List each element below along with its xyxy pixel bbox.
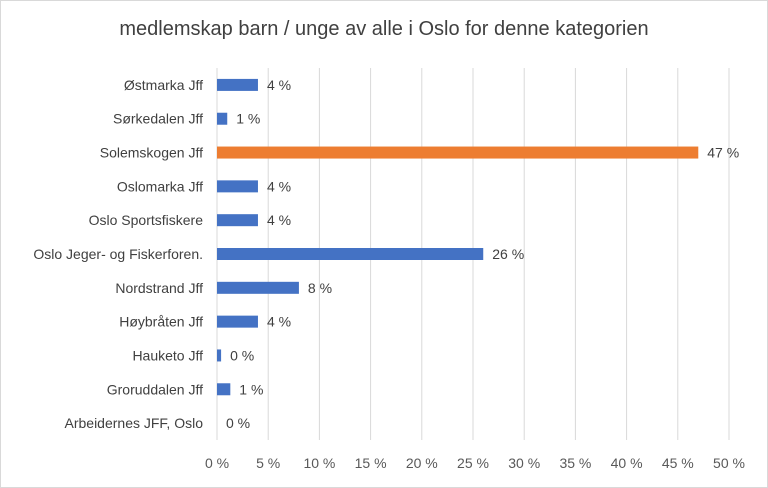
category-label: Hauketo Jff bbox=[132, 347, 203, 363]
data-label: 0 % bbox=[230, 347, 254, 363]
data-label: 47 % bbox=[707, 145, 739, 161]
data-label: 0 % bbox=[226, 415, 250, 431]
bar bbox=[217, 79, 258, 91]
x-tick-label: 0 % bbox=[205, 455, 229, 471]
category-label: Sørkedalen Jff bbox=[113, 111, 203, 127]
bar bbox=[217, 282, 299, 294]
bar bbox=[217, 316, 258, 328]
bar bbox=[217, 349, 221, 361]
category-label: Høybråten Jff bbox=[119, 314, 203, 330]
data-label: 1 % bbox=[236, 111, 260, 127]
category-label: Oslo Sportsfiskere bbox=[89, 212, 204, 228]
x-tick-label: 45 % bbox=[662, 455, 694, 471]
labels: 0 % 5 % 10 % 15 % 20 % 25 % 30 % 35 % 40 % 45 % 50… bbox=[33, 77, 745, 471]
x-tick-label: 15 % bbox=[355, 455, 387, 471]
bar-chart: 0 % 5 % 10 % 15 % 20 % 25 % 30 % 35 % 40 % 45 % 50… bbox=[0, 0, 768, 488]
x-tick-label: 50 % bbox=[713, 455, 745, 471]
data-label: 4 % bbox=[267, 212, 291, 228]
data-label: 4 % bbox=[267, 77, 291, 93]
x-tick-label: 30 % bbox=[508, 455, 540, 471]
data-label: 4 % bbox=[267, 178, 291, 194]
data-label: 4 % bbox=[267, 314, 291, 330]
bar bbox=[217, 180, 258, 192]
category-label: Oslo Jeger- og Fiskerforen. bbox=[33, 246, 203, 262]
bar bbox=[217, 147, 698, 159]
data-label: 8 % bbox=[308, 280, 332, 296]
category-label: Østmarka Jff bbox=[124, 77, 203, 93]
x-tick-label: 20 % bbox=[406, 455, 438, 471]
category-label: Arbeidernes JFF, Oslo bbox=[65, 415, 204, 431]
category-label: Solemskogen Jff bbox=[100, 145, 203, 161]
bars bbox=[217, 79, 698, 395]
bar bbox=[217, 383, 230, 395]
data-label: 1 % bbox=[239, 381, 263, 397]
x-tick-label: 25 % bbox=[457, 455, 489, 471]
x-tick-label: 10 % bbox=[303, 455, 335, 471]
bar bbox=[217, 248, 483, 260]
data-label: 26 % bbox=[492, 246, 524, 262]
category-label: Oslomarka Jff bbox=[117, 178, 203, 194]
category-label: Nordstrand Jff bbox=[115, 280, 203, 296]
x-tick-label: 40 % bbox=[611, 455, 643, 471]
bar bbox=[217, 214, 258, 226]
x-tick-label: 35 % bbox=[559, 455, 591, 471]
bar bbox=[217, 113, 227, 125]
category-label: Groruddalen Jff bbox=[107, 381, 203, 397]
x-tick-label: 5 % bbox=[256, 455, 280, 471]
